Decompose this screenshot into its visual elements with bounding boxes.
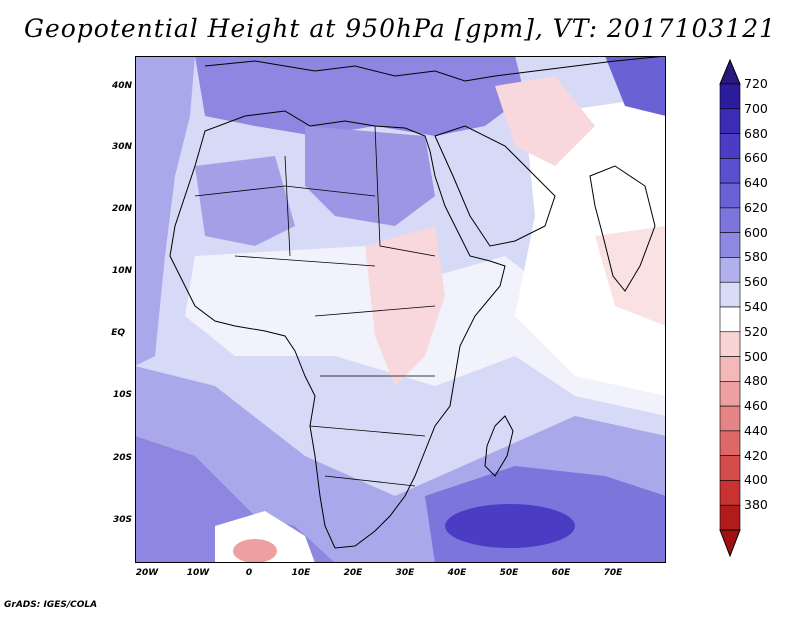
field-sahara-high [305, 126, 435, 226]
lat-label-30n: 30N [111, 142, 132, 152]
colorbar-label: 520 [744, 323, 768, 339]
lat-label-30s: 30S [112, 515, 132, 525]
field-indian-low [595, 226, 666, 326]
field-asia-high [605, 56, 666, 116]
country-borders [194, 125, 436, 487]
lat-label-eq: EQ [111, 328, 125, 338]
madagascar-coastline [484, 415, 514, 477]
colorbar-label: 580 [744, 249, 768, 265]
africa-coastline [169, 110, 506, 549]
colorbar-label: 380 [744, 497, 768, 513]
colorbar-bin [719, 331, 741, 357]
colorbar-label: 560 [744, 274, 768, 290]
lat-label-10s: 10S [112, 390, 132, 400]
lon-label-60e: 60E [551, 568, 571, 578]
field-south-high-core [445, 504, 575, 548]
colorbar-label: 480 [744, 373, 768, 389]
lat-label-40n: 40N [111, 81, 132, 91]
lon-label-20w: 20W [135, 568, 159, 578]
lat-label-20n: 20N [111, 204, 132, 214]
europe-coastline [204, 56, 666, 82]
colorbar-label: 680 [744, 125, 768, 141]
lon-label-30e: 30E [395, 568, 415, 578]
colorbar-label: 460 [744, 398, 768, 414]
arabia-coastline [434, 125, 556, 247]
map-title: Geopotential Height at 950hPa [gpm], VT:… [23, 14, 777, 43]
colorbar-label: 720 [744, 76, 768, 91]
lat-label-10n: 10N [111, 266, 132, 276]
colorbar-label: 640 [744, 175, 768, 191]
colorbar-label: 400 [744, 472, 768, 488]
colorbar-bin [719, 158, 741, 184]
lon-label-10e: 10E [291, 568, 311, 578]
colorbar-label: 700 [744, 100, 768, 116]
lon-label-0: 0 [245, 568, 253, 578]
colorbar-bin [719, 133, 741, 159]
grads-credit: GrADS: IGES/COLA [4, 600, 98, 610]
lon-label-40e: 40E [447, 568, 467, 578]
colorbar-label: 620 [744, 199, 768, 215]
colorbar-top-arrow [719, 58, 741, 85]
field-sahara-west [195, 156, 295, 246]
colorbar-bin [719, 232, 741, 258]
colorbar-bin [719, 108, 741, 134]
lat-label-20s: 20S [112, 453, 132, 463]
field-arabia-low [495, 76, 595, 166]
colorbar-bin [719, 281, 741, 308]
colorbar-bin [719, 207, 741, 233]
colorbar-label: 500 [744, 348, 768, 364]
india-coastline [589, 165, 656, 292]
colorbar [719, 58, 741, 558]
field-east-africa-low [365, 226, 445, 386]
colorbar-bin [719, 405, 741, 432]
field-cape-low-core [233, 539, 277, 563]
lon-label-10w: 10W [186, 568, 210, 578]
colorbar-bin [719, 381, 741, 407]
colorbar-bin [719, 306, 741, 333]
colorbar-bottom-arrow [719, 529, 741, 558]
field-indian-ocean-neutral [515, 96, 666, 396]
colorbar-bin [719, 182, 741, 209]
colorbar-bin [719, 257, 741, 283]
colorbar-bin [719, 455, 741, 481]
colorbar-label: 540 [744, 299, 768, 314]
colorbar-label: 660 [744, 150, 768, 166]
map-panel [135, 56, 666, 563]
colorbar-label: 420 [744, 447, 768, 463]
colorbar-label: 440 [744, 422, 768, 438]
colorbar-bin [719, 504, 741, 531]
lon-label-70e: 70E [603, 568, 623, 578]
colorbar-bin [719, 356, 741, 382]
colorbar-bin [719, 480, 741, 506]
map-border [135, 56, 666, 563]
colorbar-label: 600 [744, 224, 768, 240]
field-mediterranean [195, 56, 525, 136]
lon-label-20e: 20E [343, 568, 363, 578]
lon-label-50e: 50E [499, 568, 519, 578]
colorbar-bin [719, 83, 741, 110]
field-west-ocean [135, 56, 195, 366]
colorbar-bin [719, 430, 741, 456]
